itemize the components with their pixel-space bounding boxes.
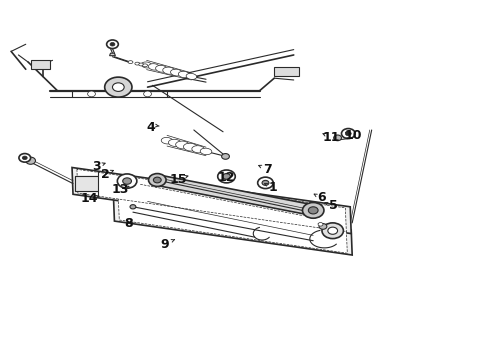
Circle shape <box>26 157 35 164</box>
Ellipse shape <box>139 63 144 66</box>
Circle shape <box>221 154 229 159</box>
Ellipse shape <box>148 64 160 70</box>
Polygon shape <box>274 67 298 76</box>
Circle shape <box>222 174 230 179</box>
Circle shape <box>122 178 131 184</box>
Polygon shape <box>77 169 346 232</box>
Text: 9: 9 <box>160 238 169 251</box>
Circle shape <box>302 203 324 218</box>
Circle shape <box>110 42 115 46</box>
Ellipse shape <box>200 148 212 155</box>
Ellipse shape <box>156 66 168 72</box>
Polygon shape <box>114 196 352 255</box>
Text: 14: 14 <box>80 193 98 206</box>
Text: 2: 2 <box>101 168 110 181</box>
Circle shape <box>144 91 151 97</box>
Polygon shape <box>75 176 98 191</box>
Circle shape <box>105 77 132 97</box>
Circle shape <box>319 224 327 229</box>
Circle shape <box>328 227 338 234</box>
Circle shape <box>322 223 343 239</box>
Circle shape <box>148 174 166 186</box>
Ellipse shape <box>169 139 181 147</box>
Text: 1: 1 <box>269 181 277 194</box>
Ellipse shape <box>192 146 205 153</box>
Circle shape <box>19 154 30 162</box>
Polygon shape <box>118 198 347 253</box>
Ellipse shape <box>171 69 182 76</box>
Text: 4: 4 <box>147 121 155 134</box>
Polygon shape <box>72 167 351 234</box>
Text: 15: 15 <box>170 173 188 186</box>
Circle shape <box>342 129 355 139</box>
Circle shape <box>113 83 124 91</box>
Text: 12: 12 <box>218 171 235 184</box>
Circle shape <box>345 131 351 136</box>
Ellipse shape <box>135 62 140 65</box>
Ellipse shape <box>176 141 190 149</box>
Ellipse shape <box>163 67 175 74</box>
Circle shape <box>334 135 342 141</box>
Text: 7: 7 <box>263 163 272 176</box>
Circle shape <box>308 207 318 214</box>
Ellipse shape <box>178 71 190 78</box>
Ellipse shape <box>186 73 196 80</box>
Text: 8: 8 <box>124 217 132 230</box>
Ellipse shape <box>141 62 152 68</box>
Polygon shape <box>156 175 314 216</box>
Circle shape <box>107 40 118 49</box>
Text: 11: 11 <box>322 131 340 144</box>
Ellipse shape <box>161 138 173 144</box>
Circle shape <box>262 180 269 185</box>
Circle shape <box>23 156 27 159</box>
Text: 5: 5 <box>329 199 338 212</box>
Text: 6: 6 <box>317 191 326 204</box>
Text: 13: 13 <box>112 183 129 196</box>
Text: 10: 10 <box>344 129 362 142</box>
Polygon shape <box>110 53 116 56</box>
Circle shape <box>318 222 323 226</box>
Ellipse shape <box>128 61 133 64</box>
Circle shape <box>117 174 137 188</box>
Circle shape <box>153 177 161 183</box>
Ellipse shape <box>183 143 197 151</box>
Circle shape <box>258 177 273 189</box>
Circle shape <box>218 170 235 183</box>
Circle shape <box>88 91 96 97</box>
Text: 3: 3 <box>92 160 101 173</box>
Polygon shape <box>30 60 50 69</box>
Ellipse shape <box>143 64 147 67</box>
Circle shape <box>130 204 136 209</box>
